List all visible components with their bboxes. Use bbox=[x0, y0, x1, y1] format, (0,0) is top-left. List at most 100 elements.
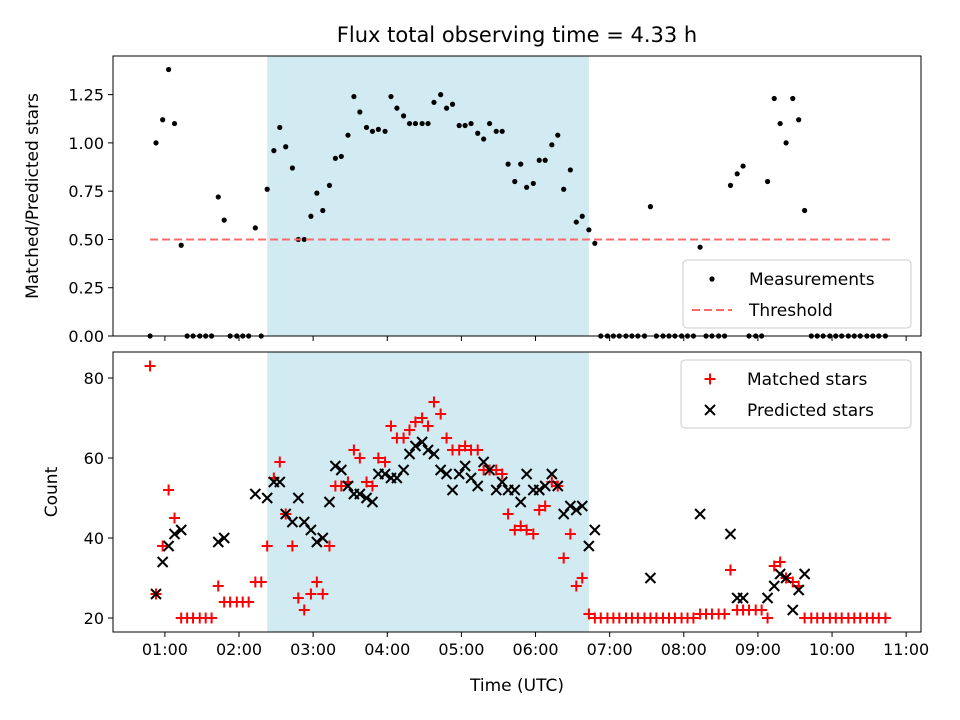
bottom-x-tick-label: 01:00 bbox=[142, 640, 188, 659]
matched-star-point bbox=[157, 540, 169, 552]
measurement-point bbox=[771, 95, 777, 102]
top-y-tick-label: 1.00 bbox=[68, 134, 104, 153]
bottom-x-tick-label: 10:00 bbox=[809, 640, 855, 659]
predicted-star-point bbox=[249, 488, 262, 500]
matched-star-point bbox=[496, 468, 508, 480]
legend-label: Threshold bbox=[748, 301, 833, 321]
predicted-star-point bbox=[724, 528, 737, 540]
measurement-point bbox=[647, 204, 654, 210]
measurement-point bbox=[394, 105, 400, 111]
predicted-star-point bbox=[780, 572, 792, 584]
measurement-point bbox=[382, 128, 388, 134]
matched-star-point bbox=[879, 612, 891, 624]
matched-star-point bbox=[459, 440, 471, 452]
matched-star-point bbox=[724, 564, 736, 576]
ratio-y-axis-label: Matched/Predicted stars bbox=[23, 93, 43, 299]
predicted-star-point bbox=[774, 568, 786, 580]
ratio-panel: 0.00 0.25 0.50 0.75 1.00 1.25 Matched/Predict… bbox=[23, 55, 922, 346]
predicted-star-point bbox=[156, 556, 169, 568]
matched-star-point bbox=[398, 432, 410, 444]
matched-star-point bbox=[539, 500, 551, 512]
predicted-star-point bbox=[323, 496, 336, 508]
matched-star-point bbox=[768, 560, 780, 572]
bottom-x-tick-label: 03:00 bbox=[290, 640, 336, 659]
predicted-star-point bbox=[583, 540, 595, 552]
measurement-point bbox=[481, 136, 487, 142]
matched-star-point bbox=[366, 480, 378, 492]
measurement-point bbox=[573, 219, 579, 225]
measurement-point bbox=[171, 120, 178, 127]
chart-title: Flux total observing time = 4.33 h bbox=[337, 23, 697, 47]
measurement-point bbox=[351, 93, 357, 100]
measurement-point bbox=[438, 92, 444, 98]
measurement-point bbox=[734, 171, 740, 177]
predicted-star-point bbox=[552, 480, 564, 492]
top-y-tick-label: 1.25 bbox=[68, 86, 104, 105]
measurement-point bbox=[542, 157, 548, 163]
measurement-point bbox=[449, 101, 456, 107]
legend-label: Matched stars bbox=[747, 370, 867, 390]
measurement-point bbox=[555, 132, 561, 138]
bottom-y-tick-label: 80 bbox=[84, 369, 104, 388]
measurement-point bbox=[727, 182, 734, 188]
matched-star-point bbox=[305, 588, 317, 600]
predicted-star-point bbox=[360, 492, 373, 504]
measurement-point bbox=[499, 128, 505, 134]
predicted-star-point bbox=[218, 532, 230, 544]
predicted-star-point bbox=[305, 524, 317, 536]
matched-star-point bbox=[261, 540, 273, 552]
measurement-point bbox=[308, 213, 314, 219]
matched-star-point bbox=[292, 592, 304, 604]
matched-star-point bbox=[762, 612, 774, 624]
predicted-star-point bbox=[335, 464, 348, 476]
measurement-point bbox=[518, 161, 524, 167]
measurement-point bbox=[567, 167, 573, 173]
top-y-tick-label: 0.75 bbox=[68, 182, 104, 201]
top-y-tick-label: 0.00 bbox=[68, 327, 104, 346]
legend-label: Measurements bbox=[749, 270, 875, 290]
measurement-point bbox=[524, 184, 530, 190]
measurement-point bbox=[271, 148, 277, 154]
measurement-point bbox=[475, 130, 481, 136]
predicted-star-point bbox=[570, 504, 583, 516]
predicted-star-point bbox=[737, 592, 749, 604]
predicted-star-point bbox=[274, 476, 286, 488]
measurement-point bbox=[561, 186, 567, 192]
predicted-star-point bbox=[472, 480, 484, 492]
matched-star-point bbox=[719, 608, 731, 620]
predicted-star-point bbox=[496, 476, 508, 488]
measurement-point bbox=[357, 109, 363, 115]
top-y-tick-label: 0.25 bbox=[68, 279, 104, 298]
predicted-star-point bbox=[175, 524, 187, 536]
measurement-point bbox=[493, 128, 499, 134]
predicted-star-point bbox=[576, 500, 588, 512]
predicted-star-point bbox=[564, 500, 577, 512]
measurement-point bbox=[777, 120, 783, 127]
predicted-star-point bbox=[292, 492, 305, 504]
matched-star-point bbox=[687, 612, 699, 624]
matched-star-point bbox=[409, 416, 421, 428]
matched-star-point bbox=[428, 396, 440, 408]
measurement-point bbox=[462, 122, 468, 129]
measurement-point bbox=[400, 113, 407, 119]
measurement-point bbox=[160, 117, 166, 123]
measurement-point bbox=[549, 142, 555, 148]
measurement-point bbox=[369, 128, 376, 134]
predicted-star-point bbox=[162, 540, 175, 552]
matched-star-point bbox=[509, 524, 521, 536]
predicted-star-point bbox=[446, 484, 459, 496]
predicted-star-point bbox=[539, 480, 551, 492]
matched-star-point bbox=[515, 520, 527, 532]
bottom-x-tick-label: 07:00 bbox=[587, 640, 633, 659]
measurement-point bbox=[443, 105, 450, 111]
predicted-star-point bbox=[490, 484, 502, 496]
predicted-star-point bbox=[509, 484, 521, 496]
measurement-point bbox=[252, 225, 258, 231]
matched-star-point bbox=[298, 604, 310, 616]
measurement-point bbox=[586, 227, 592, 233]
measurement-point bbox=[165, 66, 172, 73]
count-panel: 01:00 02:00 03:00 04:00 05:00 06:00 07:00 08:00… bbox=[42, 351, 929, 659]
measurement-point bbox=[283, 144, 289, 150]
matched-star-point bbox=[576, 572, 588, 584]
predicted-star-point bbox=[434, 464, 447, 476]
